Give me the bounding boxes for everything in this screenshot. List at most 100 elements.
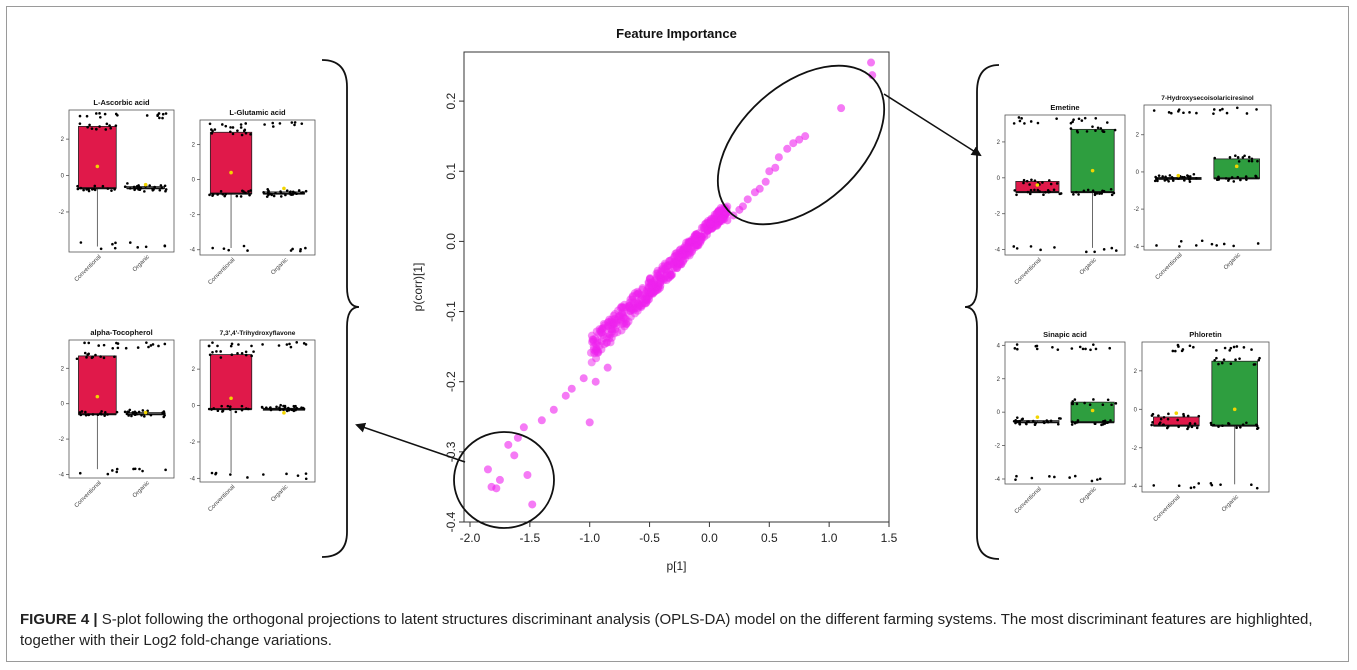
boxplot-jitter-point bbox=[1186, 175, 1190, 178]
boxplot-jitter-point bbox=[1157, 174, 1161, 177]
x-tick-label: 1.5 bbox=[881, 531, 898, 545]
boxplot-jitter-point bbox=[1028, 183, 1031, 186]
boxplot-jitter-point bbox=[1237, 160, 1241, 163]
boxplot-jitter-point bbox=[158, 188, 162, 192]
boxplot-jitter-point bbox=[293, 121, 297, 124]
boxplot-jitter-point bbox=[115, 467, 119, 471]
boxplot-jitter-point bbox=[244, 191, 247, 195]
boxplot-jitter-point bbox=[1059, 417, 1062, 420]
boxplot-jitter-point bbox=[267, 193, 270, 197]
boxplot-jitter-point bbox=[1083, 401, 1086, 405]
boxplot-jitter-point bbox=[111, 346, 115, 350]
boxplot-jitter-point bbox=[106, 413, 109, 416]
boxplot-jitter-point bbox=[304, 472, 308, 475]
boxplot-x-label: Conventional bbox=[207, 257, 236, 286]
boxplot-y-tick-label: 2 bbox=[1134, 369, 1138, 375]
boxplot-jitter-point bbox=[211, 341, 214, 344]
boxplot-jitter-point bbox=[1085, 130, 1089, 133]
boxplot-jitter-point bbox=[290, 121, 294, 124]
boxplot-jitter-point bbox=[1056, 422, 1060, 426]
scatter-point bbox=[801, 132, 810, 141]
boxplot-jitter-point bbox=[1039, 248, 1042, 252]
boxplot-jitter-point bbox=[1084, 347, 1087, 351]
boxplot-jitter-point bbox=[1081, 347, 1085, 351]
boxplot-jitter-point bbox=[207, 344, 211, 348]
scatter-point bbox=[674, 252, 683, 261]
boxplot-jitter-point bbox=[1176, 418, 1179, 422]
boxplot-jitter-point bbox=[296, 474, 300, 477]
boxplot-jitter-point bbox=[103, 411, 107, 414]
boxplot-mean-marker bbox=[1232, 407, 1237, 412]
boxplot-x-label: Conventional bbox=[74, 480, 103, 509]
boxplot-jitter-point bbox=[292, 409, 296, 413]
boxplot-jitter-point bbox=[1017, 116, 1021, 119]
boxplot-mean-marker bbox=[1090, 408, 1095, 413]
x-tick-label: -0.5 bbox=[639, 531, 660, 545]
boxplot-jitter-point bbox=[295, 192, 298, 196]
boxplot-jitter-point bbox=[211, 246, 214, 250]
caption-text: S-plot following the orthogonal projecti… bbox=[20, 611, 1313, 649]
boxplot-jitter-point bbox=[1212, 108, 1216, 111]
boxplot-jitter-point bbox=[271, 121, 275, 125]
boxplot-jitter-point bbox=[1150, 423, 1153, 427]
boxplot-jitter-point bbox=[295, 406, 299, 410]
boxplot-jitter-point bbox=[1020, 117, 1023, 120]
boxplot-jitter-point bbox=[163, 411, 166, 415]
boxplot-jitter-point bbox=[1015, 247, 1019, 250]
boxplot-jitter-point bbox=[1192, 345, 1195, 349]
boxplot-jitter-point bbox=[85, 356, 88, 359]
boxplot-jitter-point bbox=[1105, 421, 1109, 425]
scatter-point bbox=[523, 471, 532, 479]
boxplot-y-tick-label: -4 bbox=[190, 476, 196, 482]
boxplot-box bbox=[1211, 360, 1258, 427]
boxplot-jitter-point bbox=[1025, 179, 1029, 183]
y-tick-label: 0.0 bbox=[444, 233, 458, 250]
boxplot-jitter-point bbox=[163, 414, 166, 417]
s-plot: Feature Importance -2.0 -1.5 -1.0 -0.5 0.0 0.5… bbox=[411, 26, 898, 573]
boxplot-jitter-point bbox=[244, 131, 248, 135]
boxplot-y-tick-label: 2 bbox=[1136, 133, 1140, 139]
boxplot-jitter-point bbox=[304, 477, 308, 481]
boxplot-jitter-point bbox=[1029, 245, 1033, 248]
scatter-point bbox=[668, 270, 677, 279]
boxplot-jitter-point bbox=[1098, 477, 1102, 481]
boxplot-jitter-point bbox=[1220, 361, 1224, 365]
scatter-point bbox=[528, 500, 537, 509]
boxplot-jitter-point bbox=[1051, 345, 1054, 349]
boxplot-jitter-point bbox=[1075, 402, 1079, 406]
boxplot-jitter-point bbox=[1023, 122, 1026, 125]
boxplot-jitter-point bbox=[1069, 121, 1073, 125]
scatter-point bbox=[723, 216, 732, 225]
boxplot-panel: Sinapic acid 4 2 0 -2 -4 Conventional Organic bbox=[995, 330, 1126, 515]
boxplot-jitter-point bbox=[211, 350, 214, 354]
boxplot-y-tick-label: -4 bbox=[995, 248, 1001, 254]
boxplot-y-tick-label: -4 bbox=[1132, 484, 1138, 490]
boxplot-jitter-point bbox=[1177, 484, 1181, 488]
boxplot-jitter-point bbox=[289, 190, 292, 194]
boxplot-jitter-point bbox=[1223, 346, 1227, 350]
boxplot-jitter-point bbox=[235, 194, 239, 198]
boxplot-jitter-point bbox=[1151, 421, 1154, 424]
boxplot-jitter-point bbox=[271, 125, 275, 128]
boxplot-y-tick-label: -4 bbox=[190, 248, 196, 254]
boxplot-jitter-point bbox=[231, 132, 235, 136]
boxplot-title: 7,3',4'-Trihydroxyflavone bbox=[220, 330, 296, 337]
boxplot-jitter-point bbox=[295, 341, 299, 344]
y-tick-label: 0.1 bbox=[444, 163, 458, 180]
boxplot-jitter-point bbox=[78, 122, 82, 125]
boxplot-jitter-point bbox=[1114, 402, 1118, 405]
boxplot-jitter-point bbox=[140, 414, 143, 417]
boxplot-jitter-point bbox=[1082, 189, 1086, 193]
boxplot-jitter-point bbox=[249, 132, 252, 136]
boxplot-jitter-point bbox=[285, 343, 289, 346]
boxplot-jitter-point bbox=[1195, 426, 1199, 430]
boxplot-jitter-point bbox=[263, 123, 266, 126]
boxplot-jitter-point bbox=[1012, 245, 1016, 248]
boxplot-jitter-point bbox=[1102, 419, 1105, 423]
boxplot-jitter-point bbox=[1092, 343, 1095, 346]
boxplot-jitter-point bbox=[1213, 359, 1216, 362]
y-tick-label: -0.2 bbox=[444, 371, 458, 392]
boxplot-jitter-point bbox=[160, 186, 164, 190]
boxplot-jitter-point bbox=[141, 469, 144, 473]
